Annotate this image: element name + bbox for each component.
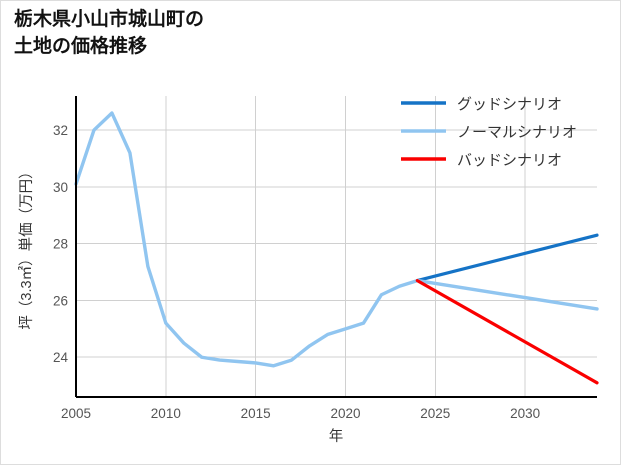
legend-label: グッドシナリオ [457,96,562,113]
y-tick-labels: 24 26 28 30 32 [53,123,69,365]
y-gridlines [76,129,597,358]
y-tick-label: 24 [53,350,69,365]
axis-spines [75,96,597,398]
x-tick-labels: 2005 2010 2015 2020 2025 2030 [61,406,540,421]
y-axis-title: 坪（3.3㎡）単価（万円） [18,164,35,329]
legend-label: ノーマルシナリオ [457,124,577,141]
series-line [74,111,599,368]
series-lines [74,111,599,385]
x-tick-label: 2020 [330,406,360,421]
x-tick-label: 2025 [420,406,450,421]
chart-title-line-1: 栃木県小山市城山町の [14,9,205,30]
chart-title-line-2: 土地の価格推移 [14,35,148,57]
axis-titles: 年 坪（3.3㎡）単価（万円） [18,164,343,445]
x-tick-label: 2010 [151,406,181,421]
x-tick-label: 2015 [241,406,271,421]
series-line [415,278,599,385]
x-axis-title: 年 [329,428,344,445]
x-tick-label: 2005 [61,406,91,421]
legend-label: バッドシナリオ [457,152,562,169]
y-tick-label: 26 [53,293,68,308]
y-tick-label: 30 [53,180,68,195]
page-title: 栃木県小山市城山町の 土地の価格推移 [14,7,574,61]
y-tick-label: 32 [53,123,68,138]
x-tick-label: 2030 [510,406,540,421]
series-line [415,233,599,283]
y-tick-label: 28 [53,237,68,252]
